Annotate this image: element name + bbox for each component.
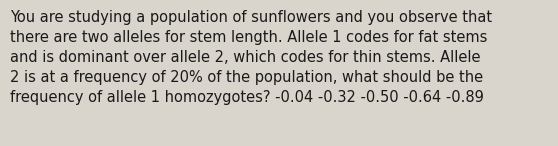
Text: You are studying a population of sunflowers and you observe that
there are two a: You are studying a population of sunflow… xyxy=(10,10,492,105)
